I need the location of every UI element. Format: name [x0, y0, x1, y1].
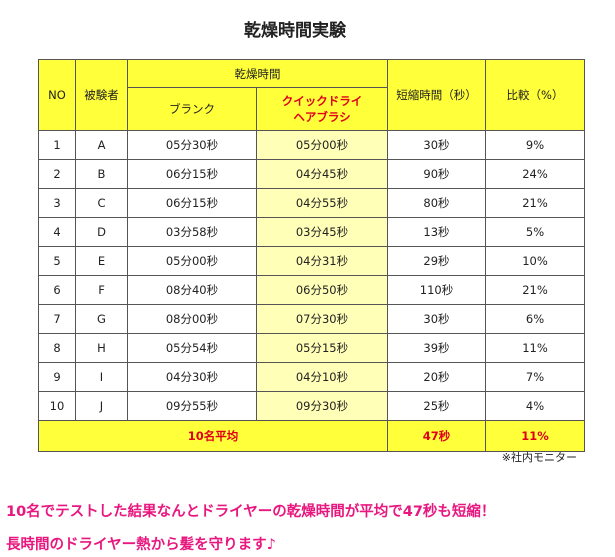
header-cell: 被験者 — [75, 59, 128, 131]
table-cell: J — [75, 391, 128, 421]
table-cell: 05分30秒 — [127, 130, 257, 160]
table-cell: 6% — [485, 304, 585, 334]
table-cell: 04分45秒 — [256, 159, 388, 189]
table-cell: 4% — [485, 391, 585, 421]
table-row: 2 B 06分15秒 04分45秒 90秒 24% — [38, 159, 585, 189]
average-label: 10名平均 — [38, 420, 388, 452]
table-cell: 05分00秒 — [256, 130, 388, 160]
caption-line: 長時間のドライヤー熱から髪を守ります♪ — [6, 537, 276, 553]
table-row: 6 F 08分40秒 06分50秒 110秒 21% — [38, 275, 585, 305]
table-cell: 80秒 — [387, 188, 486, 218]
table-cell: 5 — [38, 246, 76, 276]
table-cell: 05分54秒 — [127, 333, 257, 363]
table-row: 8 H 05分54秒 05分15秒 39秒 11% — [38, 333, 585, 363]
table-cell: 25秒 — [387, 391, 486, 421]
table-cell: 24% — [485, 159, 585, 189]
average-row: 10名平均 47秒 11% — [38, 420, 585, 452]
table-cell: B — [75, 159, 128, 189]
table-cell: 04分55秒 — [256, 188, 388, 218]
table-row: 4 D 03分58秒 03分45秒 13秒 5% — [38, 217, 585, 247]
table-cell: 11% — [485, 333, 585, 363]
title: 乾燥時間実験 — [244, 21, 346, 41]
header-cell: 比較（%） — [485, 59, 585, 131]
table-row: 10 J 09分55秒 09分30秒 25秒 4% — [38, 391, 585, 421]
table-cell: 7% — [485, 362, 585, 392]
table-cell: 21% — [485, 188, 585, 218]
table-cell: 06分50秒 — [256, 275, 388, 305]
table-cell: 04分10秒 — [256, 362, 388, 392]
table-cell: 20秒 — [387, 362, 486, 392]
table-cell: 07分30秒 — [256, 304, 388, 334]
table-cell: 6 — [38, 275, 76, 305]
table-cell: 29秒 — [387, 246, 486, 276]
table-cell: E — [75, 246, 128, 276]
table-cell: 05分00秒 — [127, 246, 257, 276]
table-cell: 09分55秒 — [127, 391, 257, 421]
table-cell: D — [75, 217, 128, 247]
table-cell: 06分15秒 — [127, 159, 257, 189]
header-cell: NO — [38, 59, 76, 131]
table-cell: C — [75, 188, 128, 218]
table-cell: F — [75, 275, 128, 305]
table-cell: 09分30秒 — [256, 391, 388, 421]
table-cell: 9% — [485, 130, 585, 160]
header-cell: クイックドライ ヘアブラシ — [256, 87, 388, 131]
table-cell: 13秒 — [387, 217, 486, 247]
table-cell: 08分40秒 — [127, 275, 257, 305]
table-cell: 05分15秒 — [256, 333, 388, 363]
table-row: 3 C 06分15秒 04分55秒 80秒 21% — [38, 188, 585, 218]
table-cell: I — [75, 362, 128, 392]
header-cell: 乾燥時間 — [127, 59, 388, 88]
table-cell: 110秒 — [387, 275, 486, 305]
table-cell: 7 — [38, 304, 76, 334]
average-cell: 47秒 — [387, 420, 486, 452]
table-cell: 9 — [38, 362, 76, 392]
table-row: 9 I 04分30秒 04分10秒 20秒 7% — [38, 362, 585, 392]
table-cell: 04分30秒 — [127, 362, 257, 392]
table-row: 7 G 08分00秒 07分30秒 30秒 6% — [38, 304, 585, 334]
results-table: NO 被験者 乾燥時間 短縮時間（秒） 比較（%） ブランク クイックドライ ヘア… — [38, 59, 585, 452]
table-cell: 1 — [38, 130, 76, 160]
table-cell: 06分15秒 — [127, 188, 257, 218]
table-cell: 5% — [485, 217, 585, 247]
table-cell: G — [75, 304, 128, 334]
table-cell: 30秒 — [387, 130, 486, 160]
table-cell: 2 — [38, 159, 76, 189]
table-cell: 03分45秒 — [256, 217, 388, 247]
table-cell: 04分31秒 — [256, 246, 388, 276]
caption-line: 10名でテストした結果なんとドライヤーの乾燥時間が平均で47秒も短縮！ — [6, 504, 496, 520]
table-cell: 10 — [38, 391, 76, 421]
header-line: ヘアブラシ — [293, 110, 351, 124]
table-cell: 30秒 — [387, 304, 486, 334]
average-cell: 11% — [485, 420, 585, 452]
table-cell: A — [75, 130, 128, 160]
header-cell: 短縮時間（秒） — [387, 59, 486, 131]
table-row: 5 E 05分00秒 04分31秒 29秒 10% — [38, 246, 585, 276]
table-cell: 08分00秒 — [127, 304, 257, 334]
table-cell: 39秒 — [387, 333, 486, 363]
header-cell: ブランク — [127, 87, 257, 131]
table-cell: 4 — [38, 217, 76, 247]
table-cell: 21% — [485, 275, 585, 305]
table-cell: 90秒 — [387, 159, 486, 189]
table-cell: 8 — [38, 333, 76, 363]
table-body: 1 A 05分30秒 05分00秒 30秒 9% 2 B 06分15秒 04分45秒 90秒 24% 3… — [38, 130, 585, 452]
header-line: クイックドライ — [281, 94, 363, 108]
table-row: 1 A 05分30秒 05分00秒 30秒 9% — [38, 130, 585, 160]
table-cell: 3 — [38, 188, 76, 218]
table-cell: 10% — [485, 246, 585, 276]
table-cell: H — [75, 333, 128, 363]
note: ※社内モニター — [501, 451, 577, 464]
table-cell: 03分58秒 — [127, 217, 257, 247]
